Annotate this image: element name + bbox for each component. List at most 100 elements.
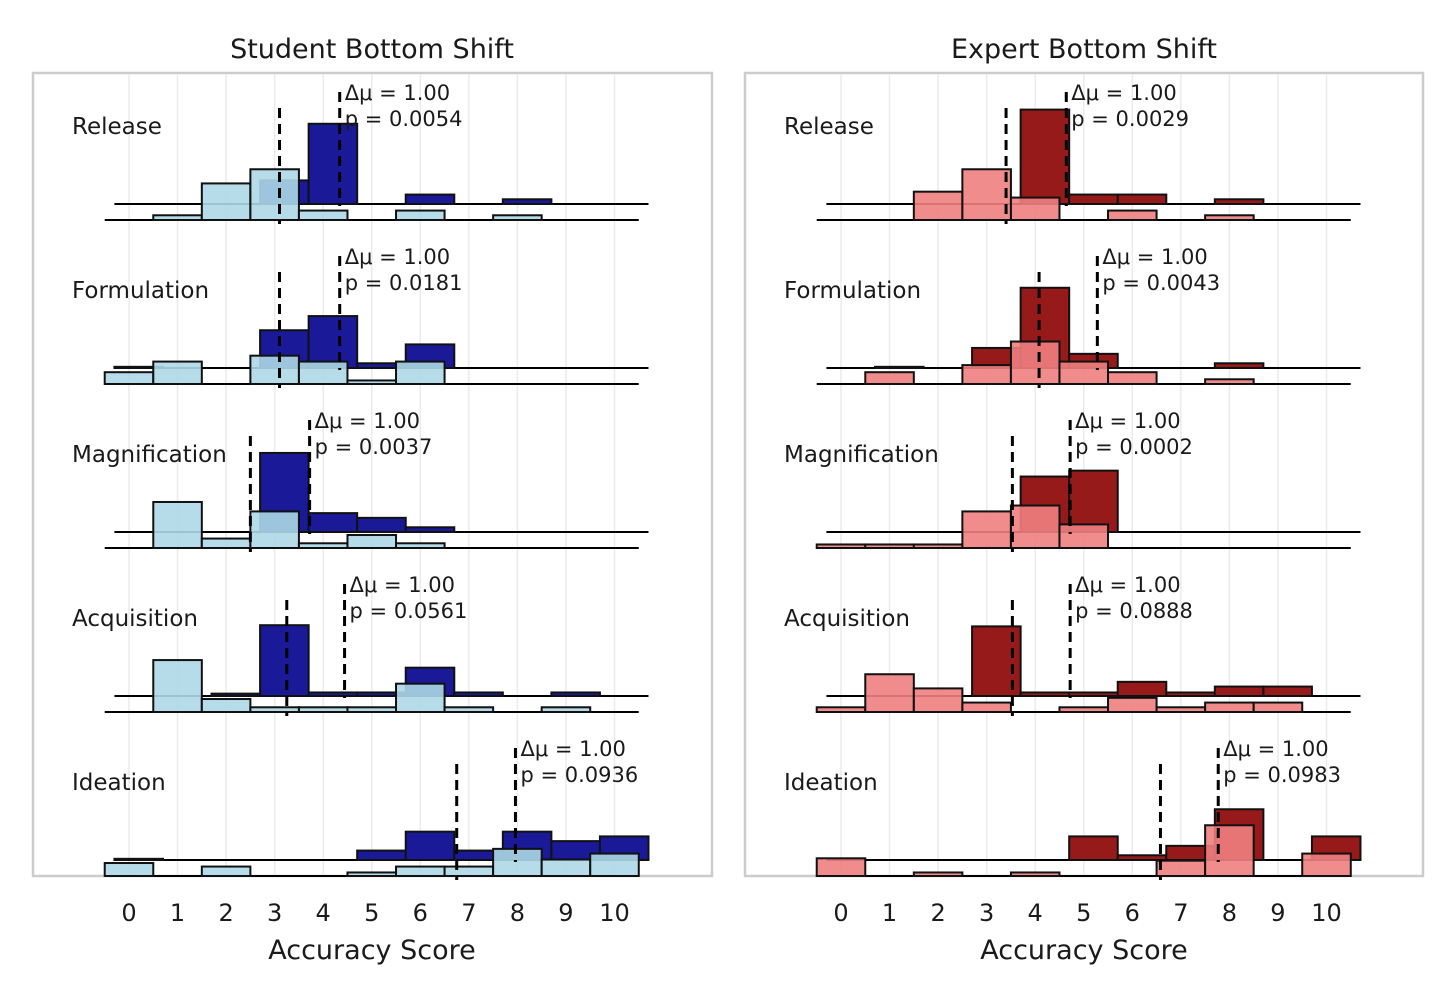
ridge-row-acquisition: Acquisition Δμ = 1.00p = 0.0888 [784, 573, 1361, 716]
p-value-annotation: p = 0.0029 [1071, 107, 1189, 131]
bottom-bar [346, 379, 398, 385]
bottom-bar [297, 542, 349, 550]
row-label: Magnification [784, 442, 939, 468]
delta-mu-annotation: Δμ = 1.00 [1075, 573, 1180, 597]
p-value-annotation: p = 0.0054 [345, 107, 463, 131]
row-label: Ideation [784, 770, 878, 796]
bottom-bar [200, 698, 252, 714]
bottom-bar [492, 847, 543, 877]
bottom-bar [1204, 378, 1255, 385]
shifted-bar [404, 193, 456, 205]
bottom-bar [1155, 706, 1207, 714]
row-label: Formulation [784, 278, 921, 304]
shifted-bar [404, 526, 456, 534]
bottom-bar [1107, 371, 1158, 386]
shifted-bar [1213, 198, 1265, 205]
bottom-bar [961, 701, 1012, 713]
shifted-bar [1213, 362, 1265, 369]
ridge-row-magnification: Magnification Δμ = 1.00p = 0.0002 [784, 409, 1361, 552]
bottom-bar [961, 168, 1012, 221]
x-tick-label: 4 [316, 899, 331, 927]
bottom-bar [249, 354, 300, 385]
shifted-bar [501, 198, 553, 205]
shifted-bar [1068, 691, 1119, 698]
bottom-bar [1155, 859, 1207, 877]
shifted-bar [550, 691, 601, 698]
ridge-row-release: Release Δμ = 1.00p = 0.0029 [784, 81, 1361, 224]
bottom-bar [346, 534, 398, 550]
bottom-bar [1204, 824, 1255, 878]
bottom-bar [912, 871, 964, 878]
shifted-bar [307, 512, 359, 533]
p-value-annotation: p = 0.0936 [520, 763, 638, 787]
bottom-bar [1009, 871, 1061, 878]
ridge-row-magnification: Magnification Δμ = 1.00p = 0.0037 [72, 409, 649, 552]
bottom-bar [152, 214, 203, 221]
bottom-bar [1301, 852, 1352, 878]
bottom-bar [103, 371, 155, 386]
bottom-bar [1009, 504, 1061, 549]
bottom-bar [152, 500, 203, 550]
row-label: Acquisition [784, 606, 910, 632]
x-tick-label: 6 [1125, 899, 1140, 927]
x-tick-label: 5 [364, 899, 379, 927]
delta-mu-annotation: Δμ = 1.00 [520, 737, 625, 761]
ridge-row-formulation: Formulation Δμ = 1.00p = 0.0181 [72, 245, 649, 388]
bottom-bar [961, 364, 1012, 385]
panel-title: Student Bottom Shift [230, 34, 514, 65]
bottom-bar [1107, 209, 1158, 221]
shifted-bar [1116, 854, 1168, 862]
bottom-bar [297, 209, 349, 221]
bottom-bar [1009, 340, 1061, 385]
row-label: Ideation [72, 770, 166, 796]
x-tick-label: 1 [882, 899, 897, 927]
delta-mu-annotation: Δμ = 1.00 [315, 409, 420, 433]
shifted-bar [1019, 108, 1071, 205]
bottom-bar [815, 857, 867, 877]
p-value-annotation: p = 0.0002 [1075, 435, 1193, 459]
bottom-bar [540, 858, 592, 877]
bottom-bar [395, 209, 446, 221]
bottom-bar [912, 543, 964, 550]
x-tick-label: 10 [599, 899, 630, 927]
bottom-bar [103, 862, 155, 878]
bottom-bar [815, 706, 867, 714]
bottom-bar [961, 510, 1012, 550]
bottom-bar [589, 852, 640, 878]
shifted-bar [873, 365, 925, 370]
x-tick-label: 2 [930, 899, 945, 927]
bottom-bar [297, 706, 349, 714]
bottom-bar [912, 190, 964, 221]
bottom-bar [200, 182, 252, 221]
x-tick-label: 3 [979, 899, 994, 927]
bottom-bar [492, 214, 543, 221]
row-label: Magnification [72, 442, 227, 468]
x-tick-label: 8 [1222, 899, 1237, 927]
bottom-bar [395, 542, 446, 550]
x-axis-label: Accuracy Score [980, 935, 1187, 966]
bottom-bar [346, 871, 398, 878]
bottom-bar [200, 865, 252, 877]
x-tick-label: 8 [510, 899, 525, 927]
x-tick-label: 1 [170, 899, 185, 927]
delta-mu-annotation: Δμ = 1.00 [350, 573, 455, 597]
bottom-bar [249, 706, 300, 714]
p-value-annotation: p = 0.0888 [1075, 599, 1193, 623]
shifted-bar [1165, 691, 1216, 698]
x-tick-label: 9 [558, 899, 573, 927]
shifted-bar [210, 692, 262, 698]
bottom-bar [249, 168, 300, 221]
bottom-bar [200, 537, 252, 549]
bottom-bar [815, 543, 867, 550]
x-tick-label: 7 [461, 899, 476, 927]
shifted-bar [307, 122, 359, 205]
p-value-annotation: p = 0.0561 [350, 599, 468, 623]
bottom-bar [1204, 214, 1255, 221]
x-tick-label: 10 [1311, 899, 1342, 927]
bottom-bar [443, 706, 495, 714]
x-tick-label: 0 [833, 899, 848, 927]
bottom-bar [864, 371, 915, 386]
p-value-annotation: p = 0.0037 [315, 435, 433, 459]
bottom-bar [249, 510, 300, 550]
